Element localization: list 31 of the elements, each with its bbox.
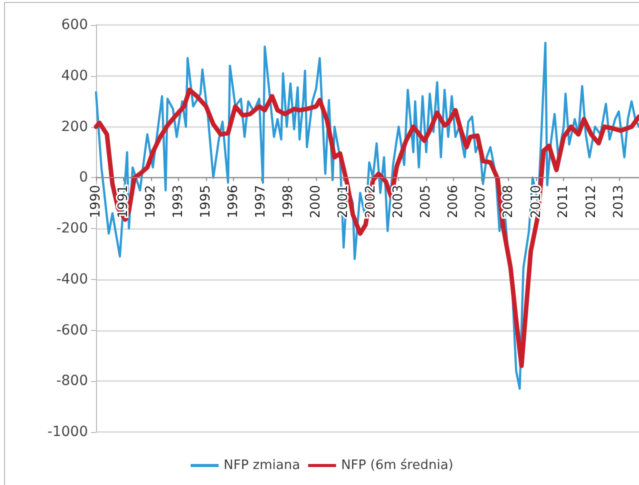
y-tick-label: -1000 <box>47 424 88 440</box>
x-tick-label: 1993 <box>171 185 186 218</box>
x-tick-label: 2010 <box>528 185 544 218</box>
x-tick-label: 1990 <box>88 185 104 218</box>
y-tick-label: -600 <box>56 322 88 338</box>
x-tick-label: 2011 <box>556 185 572 218</box>
legend-label: NFP (6m średnia) <box>341 458 454 473</box>
x-tick-label: 2003 <box>391 185 406 218</box>
x-tick-label: 2000 <box>308 185 324 218</box>
legend-label: NFP zmiana <box>224 458 300 473</box>
y-tick-label: 400 <box>61 68 88 84</box>
x-tick-label: 2013 <box>611 185 626 218</box>
y-tick-label: 200 <box>61 118 88 135</box>
x-tick-label: 2012 <box>584 185 599 218</box>
x-tick-label: 2007 <box>474 185 489 218</box>
y-tick-label: -400 <box>56 271 88 288</box>
x-tick-label: 2005 <box>418 185 434 218</box>
x-tick-label: 1995 <box>198 185 214 218</box>
x-tick-label: 1992 <box>143 185 158 218</box>
y-tick-label: 600 <box>61 17 88 33</box>
x-tick-label: 1996 <box>226 185 242 218</box>
y-tick-label: 0 <box>79 170 88 186</box>
x-tick-label: 2002 <box>364 185 379 218</box>
y-tick-label: -800 <box>56 373 88 390</box>
y-tick-label: -200 <box>56 220 88 236</box>
x-tick-label: 1997 <box>254 185 269 218</box>
x-tick-label: 1991 <box>116 185 131 218</box>
x-tick-label: 2008 <box>501 185 516 218</box>
x-tick-label: 2001 <box>336 185 352 218</box>
x-tick-label: 2006 <box>446 185 462 218</box>
x-tick-label: 1998 <box>281 185 296 218</box>
